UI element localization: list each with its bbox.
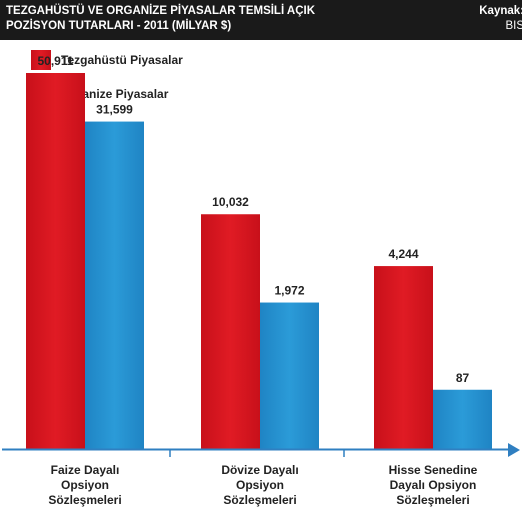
- data-label: 87: [456, 371, 470, 385]
- source-value: BIS: [505, 20, 524, 32]
- bar: [260, 302, 319, 449]
- bar: [433, 389, 492, 449]
- bar: [85, 121, 144, 449]
- x-axis-arrow: [508, 443, 520, 457]
- chart-title: TEZGAHÜSTÜ VE ORGANİZE PİYASALAR TEMSİLİ…: [6, 5, 316, 32]
- category-label: Dayalı Opsiyon: [390, 478, 477, 492]
- data-label: 1,972: [274, 284, 304, 298]
- source-label: Kaynak:: [479, 5, 524, 17]
- bar: [374, 266, 433, 449]
- chart-header: [0, 0, 522, 40]
- bar: [201, 214, 260, 449]
- legend-swatch: [31, 50, 51, 70]
- bar: [26, 73, 85, 449]
- category-label: Sözleşmeleri: [396, 493, 469, 507]
- data-label: 10,032: [212, 195, 249, 209]
- category-label: Sözleşmeleri: [48, 493, 121, 507]
- category-label: Opsiyon: [236, 478, 284, 492]
- category-label: Hisse Senedine: [389, 463, 478, 477]
- data-label: 31,599: [96, 103, 133, 117]
- source-note: Kaynak: BIS: [479, 4, 524, 34]
- category-label: Faize Dayalı: [51, 463, 120, 477]
- category-label: Opsiyon: [61, 478, 109, 492]
- legend-label: Organize Piyasalar: [61, 87, 169, 101]
- category-label: Sözleşmeleri: [223, 493, 296, 507]
- data-label: 50,911: [37, 54, 73, 68]
- category-label: Dövize Dayalı: [221, 463, 298, 477]
- data-label: 4,244: [388, 247, 418, 261]
- legend-label: Tezgahüstü Piyasalar: [61, 53, 183, 67]
